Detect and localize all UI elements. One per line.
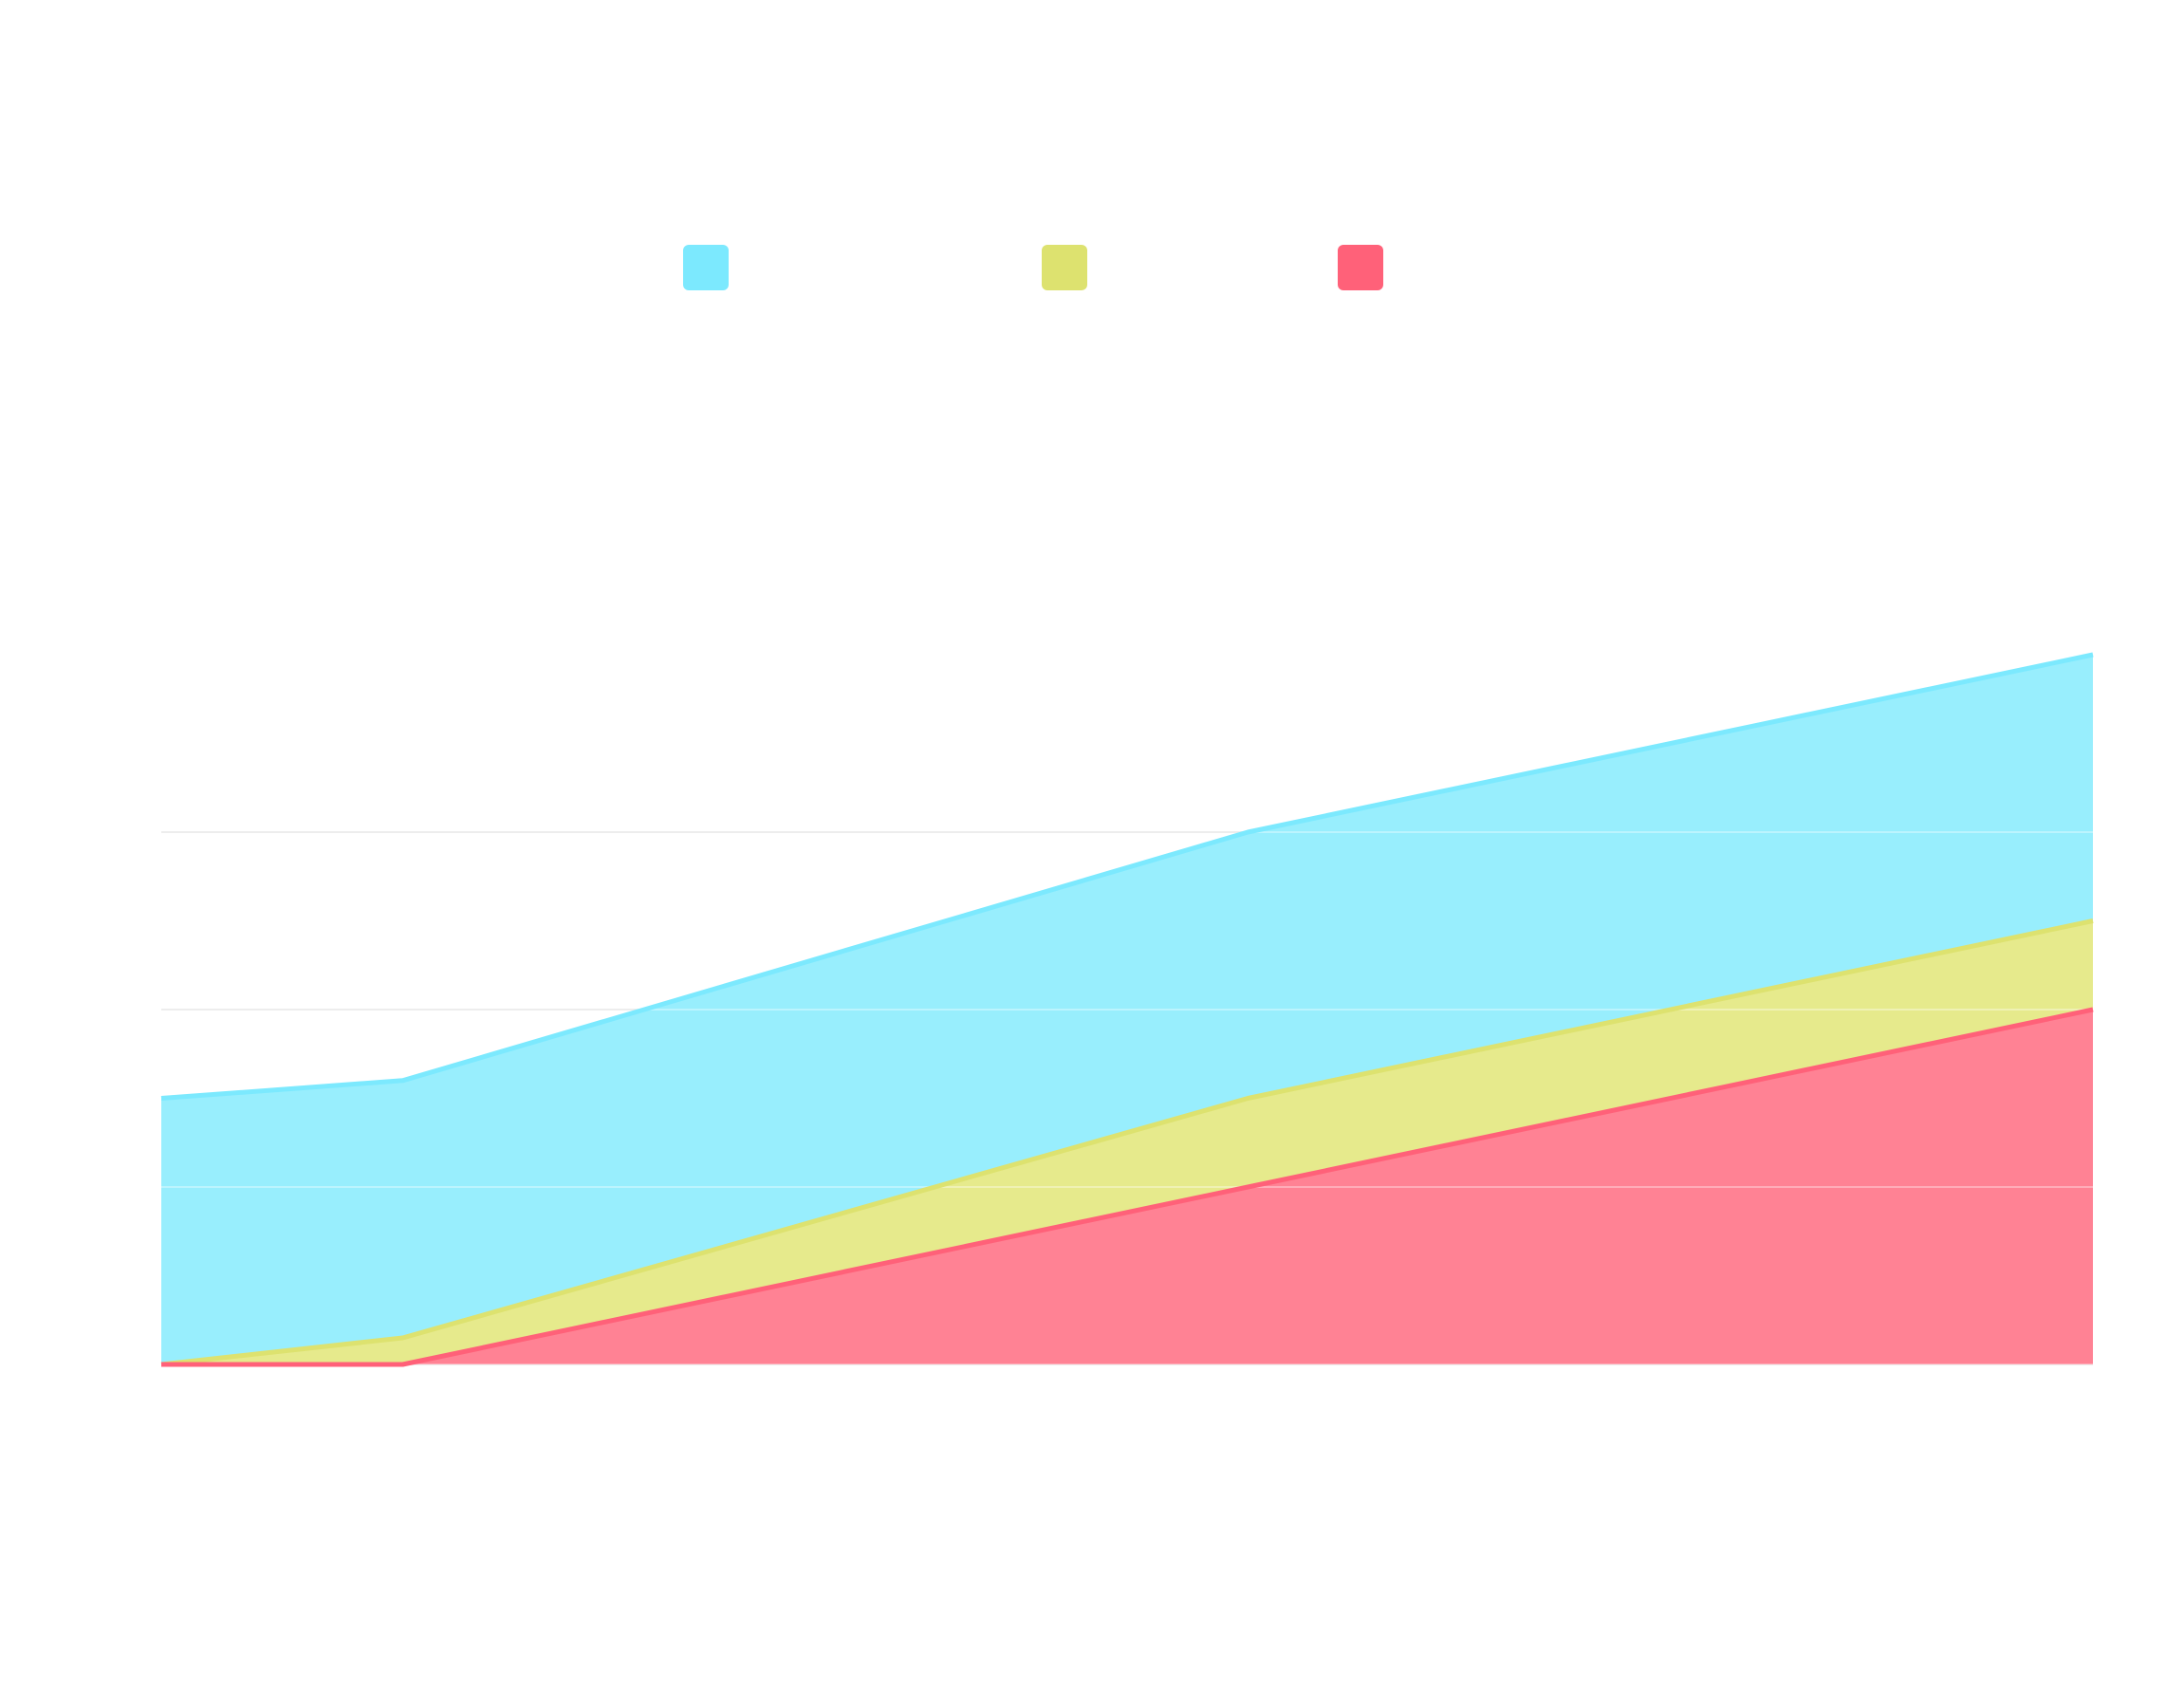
legend-swatch-series-2[interactable] — [683, 245, 729, 290]
legend-swatch-series-1[interactable] — [1042, 245, 1087, 290]
legend[interactable] — [683, 245, 1383, 290]
legend-swatch-series-0[interactable] — [1338, 245, 1383, 290]
plot-area — [160, 652, 2094, 1367]
series-2-line — [160, 652, 2094, 1101]
series-0-area — [161, 1010, 2093, 1364]
series-1-line — [160, 918, 2094, 1367]
series-1-area — [161, 920, 2093, 1364]
series-0-line — [161, 1007, 2094, 1367]
series-2-area — [161, 655, 2093, 1364]
